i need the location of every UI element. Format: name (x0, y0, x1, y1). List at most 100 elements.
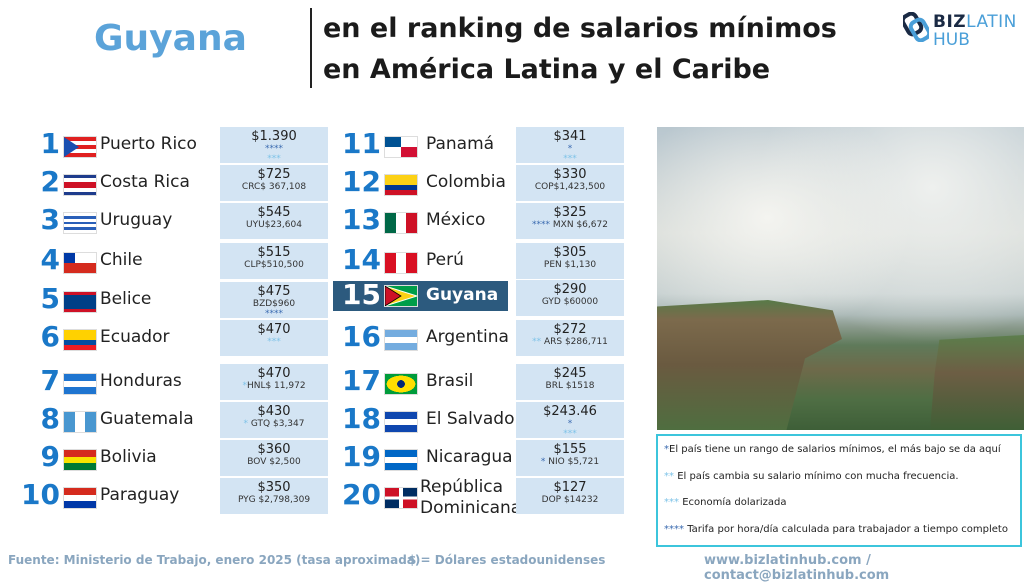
legend-item: *** Economía dolarizada (664, 493, 1014, 520)
country-name: Nicaragua (426, 447, 513, 467)
salary-usd: $360 (257, 442, 291, 457)
flag-icon (385, 175, 417, 195)
rank-number: 18 (342, 402, 381, 435)
rank-number: 3 (40, 203, 60, 236)
salary-usd: $290 (553, 282, 587, 297)
logo-mark-icon (903, 12, 929, 42)
ranking-row: 3 Uruguay (0, 203, 330, 241)
title-divider (310, 8, 312, 88)
flag-icon (64, 292, 96, 312)
rank-number: 6 (40, 320, 60, 353)
flag-icon (64, 450, 96, 470)
country-name: Paraguay (100, 485, 180, 505)
ranking-row: 6 Ecuador (0, 320, 330, 358)
note-marker: ** (532, 337, 544, 347)
ranking-row: 10 Paraguay (0, 478, 330, 516)
salary-box: $725 CRC$ 367,108 (220, 165, 328, 201)
country-name: Panamá (426, 134, 495, 154)
rank-number: 7 (40, 364, 60, 397)
box-subline: * GTQ $3,347 (220, 419, 328, 429)
ranking-row: 18 El Salvador (333, 402, 628, 440)
country-name: Uruguay (100, 210, 173, 230)
rank-number: 19 (342, 440, 381, 473)
country-name: Costa Rica (100, 172, 190, 192)
local-currency: GYD $60000 (541, 297, 599, 307)
flag-icon (385, 488, 417, 508)
box-subline: PEN $1,130 (516, 260, 624, 270)
salary-box: $515 CLP$510,500 (220, 243, 328, 279)
ranking-row: 11 Panamá (333, 127, 628, 165)
salary-box: $305 PEN $1,130 (516, 243, 624, 279)
box-subline: BRL $1518 (516, 381, 624, 391)
salary-box: $1.390 **** *** (220, 127, 328, 164)
country-name: República Dominicana (420, 477, 521, 519)
box-subline: *** (516, 429, 624, 439)
country-name: Puerto Rico (100, 134, 197, 154)
salary-usd: $341 (553, 129, 587, 144)
ranking-row: 7 Honduras (0, 364, 330, 402)
box-subline: * (516, 419, 624, 429)
legend-text: Economía dolarizada (682, 497, 787, 508)
country-name-line-1: República (420, 477, 504, 497)
salary-usd: $515 (257, 245, 291, 260)
note-marker: *** (563, 429, 577, 439)
box-subline: DOP $14232 (516, 495, 624, 505)
flag-icon (64, 412, 96, 432)
flag-icon (64, 213, 96, 233)
currency-note: $ = Dólares estadounidenses (408, 553, 606, 567)
local-currency: COP$1,423,500 (534, 182, 606, 192)
salary-box: $341 * *** (516, 127, 624, 164)
country-name: Ecuador (100, 327, 170, 347)
ranking-row: 19 Nicaragua (333, 440, 628, 478)
ranking-row: 15 Guyana (333, 278, 508, 311)
salary-box: $470 *HNL$ 11,972 (220, 364, 328, 400)
ranking-row: 1 Puerto Rico (0, 127, 330, 165)
salary-usd: $330 (553, 167, 587, 182)
country-name: Bolivia (100, 447, 157, 467)
flag-icon (385, 450, 417, 470)
rank-number: 10 (21, 478, 60, 511)
logo-biz: BIZ (933, 12, 967, 32)
note-marker: ** (664, 470, 678, 482)
title-line-1: en el ranking de salarios mínimos (323, 13, 837, 44)
bizlatinhub-logo: BIZLATIN HUB (903, 10, 1016, 50)
rank-number: 17 (342, 364, 381, 397)
salary-usd: $305 (553, 245, 587, 260)
salary-usd: $430 (257, 404, 291, 419)
salary-box: $430 * GTQ $3,347 (220, 402, 328, 438)
ranking-row: 9 Bolivia (0, 440, 330, 478)
legend-text: El país tiene un rango de salarios mínim… (669, 444, 1001, 455)
local-currency: PEN $1,130 (543, 260, 597, 270)
note-marker: * (243, 419, 251, 429)
box-subline: **** (220, 144, 328, 154)
note-marker: *** (563, 154, 577, 164)
salary-usd: $470 (257, 366, 291, 381)
note-marker: *** (267, 337, 281, 347)
rank-number: 11 (342, 127, 381, 160)
page-title: en el ranking de salarios mínimos en Amé… (323, 8, 837, 90)
ranking-row: 4 Chile (0, 243, 330, 281)
box-subline: ** ARS $286,711 (516, 337, 624, 347)
note-marker: **** (532, 220, 553, 230)
country-name: Belice (100, 289, 152, 309)
box-subline: *** (516, 154, 624, 164)
rank-number: 9 (40, 440, 60, 473)
salary-usd: $1.390 (251, 129, 297, 144)
flag-icon (385, 286, 417, 306)
box-subline: CLP$510,500 (220, 260, 328, 270)
salary-usd: $155 (553, 442, 587, 457)
country-name: México (426, 210, 486, 230)
note-marker: **** (664, 523, 688, 535)
salary-usd: $350 (257, 480, 291, 495)
legend-box: *El país tiene un rango de salarios míni… (656, 434, 1022, 547)
rank-number: 20 (342, 478, 381, 511)
salary-box: $243.46 * *** (516, 402, 624, 439)
flag-icon (64, 330, 96, 350)
flag-icon (385, 253, 417, 273)
salary-usd: $545 (257, 205, 291, 220)
local-currency: UYU$23,604 (246, 220, 302, 230)
salary-box: $272 ** ARS $286,711 (516, 320, 624, 356)
salary-box: $360 BOV $2,500 (220, 440, 328, 476)
salary-usd: $470 (257, 322, 291, 337)
salary-usd: $127 (553, 480, 587, 495)
